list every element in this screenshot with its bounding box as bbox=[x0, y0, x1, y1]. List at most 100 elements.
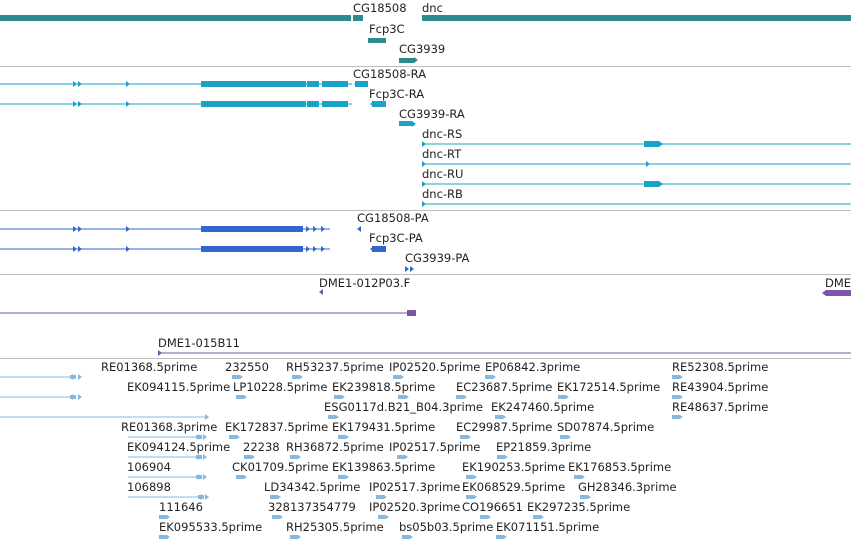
transcript-exon[interactable] bbox=[644, 181, 659, 187]
est-block[interactable] bbox=[460, 435, 468, 439]
est-label[interactable]: EK095533.5prime bbox=[159, 520, 263, 534]
est-block[interactable] bbox=[159, 535, 167, 539]
est-block[interactable] bbox=[338, 475, 346, 479]
protein-label-fcp3c-pa[interactable]: Fcp3C-PA bbox=[369, 231, 423, 245]
clone-end[interactable] bbox=[826, 290, 851, 296]
transcript-exon[interactable] bbox=[307, 101, 319, 107]
gene-block-cg18508-tail[interactable] bbox=[353, 15, 363, 21]
est-block[interactable] bbox=[378, 515, 386, 519]
est-block[interactable] bbox=[672, 415, 680, 419]
est-label[interactable]: EP21859.3prime bbox=[496, 440, 592, 454]
est-block[interactable] bbox=[397, 455, 405, 459]
gene-block-cg18508[interactable] bbox=[0, 15, 351, 21]
transcript-exon[interactable] bbox=[372, 101, 386, 107]
est-label[interactable]: ESG0117d.B21_B04.3prime bbox=[324, 400, 483, 414]
est-block[interactable] bbox=[272, 515, 280, 519]
est-block[interactable] bbox=[229, 435, 237, 439]
est-block[interactable] bbox=[376, 495, 384, 499]
est-label[interactable]: 106904 bbox=[127, 460, 171, 474]
est-label[interactable]: CO196651 bbox=[462, 500, 523, 514]
transcript-label-dnc-rb[interactable]: dnc-RB bbox=[422, 187, 463, 201]
est-label[interactable]: LP10228.5prime bbox=[233, 380, 328, 394]
transcript-label-fcp3c-ra[interactable]: Fcp3C-RA bbox=[369, 87, 425, 101]
gene-block-cg3939[interactable] bbox=[399, 58, 414, 63]
est-label[interactable]: 106898 bbox=[127, 480, 171, 494]
gene-label-cg18508[interactable]: CG18508 bbox=[353, 1, 407, 15]
est-label[interactable]: EK068529.5prime bbox=[462, 480, 566, 494]
protein-label-cg18508-pa[interactable]: CG18508-PA bbox=[357, 211, 429, 225]
est-label[interactable]: EK139863.5prime bbox=[332, 460, 436, 474]
est-block[interactable] bbox=[292, 375, 300, 379]
est-block[interactable] bbox=[495, 415, 503, 419]
est-label[interactable]: EK094124.5prime bbox=[127, 440, 231, 454]
transcript-label-cg3939-ra[interactable]: CG3939-RA bbox=[399, 107, 465, 121]
transcript-label-dnc-ru[interactable]: dnc-RU bbox=[422, 167, 464, 181]
est-block[interactable] bbox=[398, 395, 406, 399]
est-label[interactable]: EC29987.5prime bbox=[456, 420, 553, 434]
est-block[interactable] bbox=[497, 455, 505, 459]
clone-end[interactable] bbox=[407, 310, 416, 316]
est-label[interactable]: 328137354779 bbox=[268, 500, 356, 514]
est-label[interactable]: 232550 bbox=[225, 360, 269, 374]
gene-label-cg3939[interactable]: CG3939 bbox=[399, 42, 446, 56]
est-block[interactable] bbox=[496, 535, 504, 539]
est-block[interactable] bbox=[236, 395, 244, 399]
est-label[interactable]: EK190253.5prime bbox=[462, 460, 566, 474]
est-block[interactable] bbox=[393, 375, 401, 379]
clone-label-dme1-015b11[interactable]: DME1-015B11 bbox=[158, 336, 240, 350]
transcript-exon[interactable] bbox=[644, 141, 659, 147]
est-block[interactable] bbox=[533, 515, 541, 519]
est-block[interactable] bbox=[574, 475, 582, 479]
est-block[interactable] bbox=[456, 395, 464, 399]
est-block[interactable] bbox=[580, 495, 588, 499]
est-block[interactable] bbox=[672, 375, 680, 379]
gene-block-fcp3c[interactable] bbox=[368, 38, 386, 43]
est-label[interactable]: EC23687.5prime bbox=[456, 380, 553, 394]
transcript-exon[interactable] bbox=[355, 81, 368, 87]
transcript-exon[interactable] bbox=[322, 81, 348, 87]
est-label[interactable]: bs05b03.5prime bbox=[399, 520, 494, 534]
est-label[interactable]: RH36872.5prime bbox=[286, 440, 384, 454]
transcript-label-dnc-rs[interactable]: dnc-RS bbox=[422, 127, 463, 141]
est-label[interactable]: EK172837.5prime bbox=[225, 420, 329, 434]
est-block[interactable] bbox=[270, 495, 278, 499]
est-block[interactable] bbox=[402, 535, 410, 539]
est-label[interactable]: EK172514.5prime bbox=[557, 380, 661, 394]
protein-label-cg3939-pa[interactable]: CG3939-PA bbox=[405, 251, 470, 265]
est-block[interactable] bbox=[558, 395, 566, 399]
transcript-label-cg18508-ra[interactable]: CG18508-RA bbox=[353, 67, 427, 81]
est-label[interactable]: EK179431.5prime bbox=[332, 420, 436, 434]
gene-label-dnc[interactable]: dnc bbox=[422, 1, 443, 15]
est-block[interactable] bbox=[672, 395, 680, 399]
est-label[interactable]: 22238 bbox=[243, 440, 280, 454]
est-label[interactable]: RE43904.5prime bbox=[672, 380, 769, 394]
est-block[interactable] bbox=[328, 415, 336, 419]
est-block[interactable] bbox=[480, 515, 488, 519]
est-label[interactable]: EK071151.5prime bbox=[496, 520, 600, 534]
est-label[interactable]: RH53237.5prime bbox=[286, 360, 384, 374]
est-block[interactable] bbox=[244, 455, 252, 459]
transcript-exon[interactable] bbox=[399, 121, 412, 126]
est-label[interactable]: IP02520.5prime bbox=[389, 360, 481, 374]
transcript-exon[interactable] bbox=[322, 101, 348, 107]
est-label[interactable]: IP02520.3prime bbox=[369, 500, 461, 514]
transcript-exon[interactable] bbox=[201, 81, 306, 87]
est-label[interactable]: RE01368.3prime bbox=[121, 420, 218, 434]
est-label[interactable]: 111646 bbox=[159, 500, 203, 514]
transcript-exon[interactable] bbox=[201, 101, 306, 107]
est-label[interactable]: RE48637.5prime bbox=[672, 400, 769, 414]
protein-domain[interactable] bbox=[201, 226, 303, 232]
est-label[interactable]: EK239818.5prime bbox=[332, 380, 436, 394]
est-label[interactable]: EK094115.5prime bbox=[127, 380, 231, 394]
est-block[interactable] bbox=[159, 515, 167, 519]
est-label[interactable]: LD34342.5prime bbox=[264, 480, 361, 494]
est-block[interactable] bbox=[236, 475, 244, 479]
transcript-exon[interactable] bbox=[307, 81, 319, 87]
est-block[interactable] bbox=[466, 495, 474, 499]
est-label[interactable]: RE01368.5prime bbox=[101, 360, 198, 374]
est-block[interactable] bbox=[232, 375, 240, 379]
est-label[interactable]: IP02517.3prime bbox=[369, 480, 461, 494]
est-label[interactable]: RH25305.5prime bbox=[286, 520, 384, 534]
est-label[interactable]: GH28346.3prime bbox=[578, 480, 677, 494]
est-block[interactable] bbox=[466, 475, 474, 479]
